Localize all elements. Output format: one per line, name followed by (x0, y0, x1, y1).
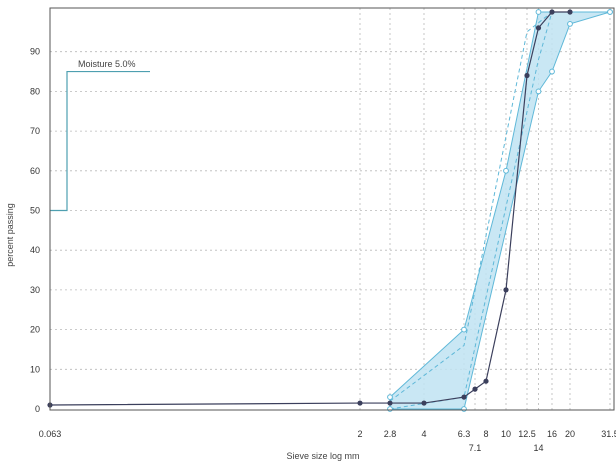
x-tick-label: 20 (565, 429, 575, 439)
envelope-point (461, 326, 467, 333)
y-tick-label: 50 (30, 206, 40, 216)
plot-frame (49, 7, 615, 411)
x-tick-label: 0.063 (39, 429, 62, 439)
series-point (567, 9, 573, 15)
series-point (524, 72, 530, 79)
series-point (483, 378, 489, 384)
moisture-marker-line (50, 70, 150, 212)
series-point (503, 287, 509, 293)
x-tick-label-lower: 7.1 (469, 443, 482, 453)
envelope-point (461, 406, 467, 412)
x-tick-label: 12.5 (518, 429, 536, 439)
series-point (535, 25, 542, 31)
x-tick-label: 2 (357, 429, 362, 439)
y-tick-label: 0 (35, 404, 40, 414)
series-point (357, 400, 363, 406)
envelope-point (535, 9, 542, 15)
axis-layer (49, 7, 615, 411)
series-layer (47, 9, 573, 408)
y-tick-label: 40 (30, 245, 40, 255)
envelope-point (387, 406, 393, 412)
envelope-point (387, 394, 393, 400)
y-tick-label: 20 (30, 325, 40, 335)
y-tick-label: 10 (30, 364, 40, 374)
x-tick-label: 4 (421, 429, 426, 439)
moisture-annotation: Moisture 5.0% (78, 59, 136, 69)
x-tick-label: 6.3 (458, 429, 471, 439)
series-point (461, 394, 467, 400)
x-tick-label-lower: 14 (533, 443, 543, 453)
series-point (472, 386, 478, 392)
envelope-area (389, 11, 611, 410)
x-axis-label: Sieve size log mm (286, 451, 359, 461)
series-line (49, 11, 570, 406)
series-point (387, 400, 393, 406)
x-tick-label: 10 (501, 429, 511, 439)
y-tick-label: 90 (30, 47, 40, 57)
y-tick-label: 30 (30, 285, 40, 295)
y-tick-label: 60 (30, 166, 40, 176)
x-tick-label: 2.8 (384, 429, 397, 439)
series-point (549, 9, 555, 15)
envelope-point (607, 9, 613, 15)
x-tick-label: 31.5 (601, 429, 616, 439)
y-axis-label: percent passing (5, 203, 15, 267)
x-tick-label: 16 (547, 429, 557, 439)
series-point (421, 400, 427, 406)
envelope-point (535, 88, 542, 95)
envelope-point (567, 21, 573, 27)
envelope-point (549, 68, 555, 75)
envelope-point (503, 167, 509, 174)
envelope-inner-line (389, 11, 553, 402)
tick-layer: 0 10 20 30 40 50 60 70 80 90 0.063 2 2.8 4 6.3 8 10 12.5 1… (30, 47, 616, 453)
y-tick-label: 80 (30, 86, 40, 96)
y-tick-label: 70 (30, 126, 40, 136)
x-tick-label: 8 (483, 429, 488, 439)
